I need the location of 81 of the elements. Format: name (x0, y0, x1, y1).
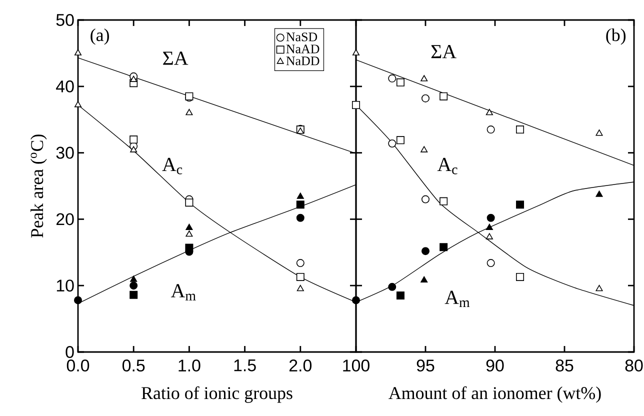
point (422, 195, 430, 204)
point (130, 290, 138, 299)
point (186, 224, 193, 230)
point (296, 259, 304, 268)
point (486, 233, 493, 240)
legend-label: NaDD (286, 56, 320, 66)
x-tick-label: 90 (486, 360, 504, 372)
y-tick-label: 30 (56, 146, 74, 159)
point (352, 49, 360, 56)
point (296, 192, 304, 199)
point (422, 247, 430, 256)
x-tick-label: 1.0 (178, 360, 200, 372)
x-axis-title: Amount of an ionomer (wt%) (388, 386, 601, 403)
x-tick-label: 0.5 (122, 360, 145, 372)
point (130, 282, 138, 290)
y-tick-label: 0 (66, 346, 74, 358)
point (185, 244, 194, 252)
annotation: A$_{c}$ (437, 158, 458, 174)
annotation: A$_{m}$ (170, 284, 196, 300)
point (130, 136, 138, 144)
point (440, 197, 448, 206)
legend-label: NaAD (286, 44, 320, 54)
x-tick-label: 95 (416, 360, 434, 372)
annotation: A$_{c}$ (162, 158, 182, 174)
x-tick-label: 80 (625, 360, 643, 372)
x-axis-title: Ratio of ionic groups (142, 386, 292, 403)
annotation: (b) (606, 28, 626, 45)
legend-label: NaSD (286, 32, 318, 42)
point (440, 243, 448, 252)
point (486, 108, 493, 116)
point (596, 284, 603, 292)
y-axis-title: Peak area ($^{o}$C) (30, 134, 47, 238)
annotation: A$_{m}$ (444, 290, 470, 308)
point (596, 130, 603, 136)
x-tick-label: 0.0 (66, 360, 90, 372)
point (74, 49, 82, 56)
point (74, 296, 82, 304)
y-tick-label: 50 (56, 14, 74, 26)
point (486, 259, 495, 268)
x-tick-label: 2.0 (289, 360, 312, 372)
point (596, 190, 603, 197)
point (130, 276, 138, 282)
point (486, 126, 495, 134)
point (186, 230, 193, 237)
point (296, 128, 304, 134)
point (388, 74, 396, 82)
y-tick-label: 20 (56, 213, 74, 226)
point (296, 200, 304, 209)
annotation: ΣA (163, 52, 188, 65)
point (388, 140, 396, 148)
point (185, 198, 194, 207)
point (422, 94, 430, 102)
point (130, 146, 138, 152)
point (296, 272, 304, 281)
point (486, 224, 493, 230)
annotation: (a) (90, 28, 109, 45)
point (420, 146, 428, 152)
point (296, 284, 304, 292)
point (388, 282, 396, 291)
point (74, 100, 82, 108)
x-tick-label: 100 (343, 360, 370, 372)
point (396, 136, 404, 144)
point (420, 276, 428, 282)
point (296, 214, 304, 222)
point (352, 296, 360, 304)
point (186, 108, 193, 116)
y-tick-label: 40 (56, 80, 74, 92)
x-tick-label: 85 (556, 360, 574, 372)
point (516, 272, 524, 281)
point (486, 214, 495, 222)
point (130, 76, 138, 82)
point (396, 292, 404, 300)
point (516, 200, 524, 209)
point (396, 78, 404, 86)
point (352, 100, 360, 109)
y-tick-label: 10 (56, 280, 74, 292)
x-tick-label: 1.5 (234, 360, 256, 372)
point (516, 126, 524, 134)
annotation: ΣA (431, 44, 456, 58)
point (440, 92, 448, 100)
point (420, 75, 428, 82)
